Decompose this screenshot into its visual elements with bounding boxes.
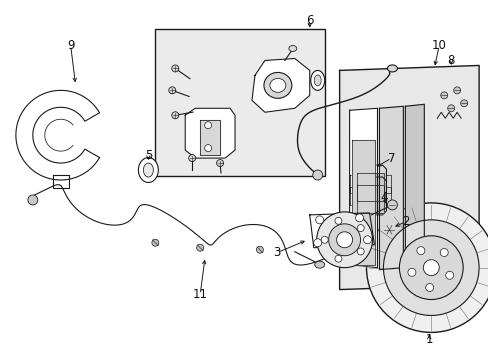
Circle shape xyxy=(204,145,211,152)
Ellipse shape xyxy=(264,72,291,98)
Polygon shape xyxy=(185,108,235,158)
Polygon shape xyxy=(379,106,403,270)
Polygon shape xyxy=(405,104,424,268)
Polygon shape xyxy=(200,120,220,155)
Circle shape xyxy=(357,248,364,255)
Circle shape xyxy=(334,217,341,224)
Circle shape xyxy=(453,87,460,94)
Ellipse shape xyxy=(143,163,153,177)
Text: 2: 2 xyxy=(401,215,408,228)
Ellipse shape xyxy=(314,261,324,268)
Circle shape xyxy=(316,212,372,268)
Text: 5: 5 xyxy=(144,149,152,162)
Circle shape xyxy=(171,112,179,119)
Circle shape xyxy=(423,260,438,276)
Circle shape xyxy=(336,232,352,248)
Circle shape xyxy=(363,236,371,244)
Polygon shape xyxy=(386,187,390,205)
Circle shape xyxy=(313,239,321,247)
Polygon shape xyxy=(339,66,478,289)
Ellipse shape xyxy=(310,71,324,90)
Text: 4: 4 xyxy=(380,192,387,204)
Circle shape xyxy=(152,239,159,246)
Text: 11: 11 xyxy=(192,288,207,301)
Circle shape xyxy=(445,271,453,279)
Circle shape xyxy=(355,214,363,222)
Circle shape xyxy=(357,225,364,231)
Polygon shape xyxy=(354,165,386,203)
Polygon shape xyxy=(251,58,309,112)
Text: 1: 1 xyxy=(425,333,432,346)
Text: 7: 7 xyxy=(387,152,394,165)
Polygon shape xyxy=(386,175,390,193)
Circle shape xyxy=(416,247,424,255)
Circle shape xyxy=(447,105,454,112)
Circle shape xyxy=(196,244,203,251)
Text: 6: 6 xyxy=(305,14,313,27)
FancyBboxPatch shape xyxy=(155,28,324,176)
Circle shape xyxy=(366,203,488,332)
Polygon shape xyxy=(351,140,375,265)
Circle shape xyxy=(386,200,397,210)
Polygon shape xyxy=(16,90,100,180)
Circle shape xyxy=(168,87,175,94)
Circle shape xyxy=(315,216,323,224)
Polygon shape xyxy=(349,187,354,205)
Circle shape xyxy=(321,236,327,243)
Polygon shape xyxy=(356,173,384,201)
Text: 3: 3 xyxy=(273,246,280,259)
Ellipse shape xyxy=(138,158,158,183)
Circle shape xyxy=(256,246,263,253)
Circle shape xyxy=(171,65,179,72)
Polygon shape xyxy=(349,175,354,193)
Circle shape xyxy=(439,248,447,256)
Circle shape xyxy=(312,170,322,180)
Circle shape xyxy=(204,122,211,129)
Circle shape xyxy=(383,220,478,315)
Circle shape xyxy=(382,223,396,237)
Polygon shape xyxy=(354,177,386,215)
Circle shape xyxy=(188,154,195,162)
Circle shape xyxy=(216,159,223,167)
Ellipse shape xyxy=(386,65,397,72)
Circle shape xyxy=(460,100,467,107)
Circle shape xyxy=(334,255,341,262)
Circle shape xyxy=(407,268,415,276)
Ellipse shape xyxy=(314,75,321,86)
Polygon shape xyxy=(53,175,68,188)
Ellipse shape xyxy=(288,45,296,51)
Text: 10: 10 xyxy=(431,39,446,52)
Text: 8: 8 xyxy=(447,54,454,67)
Polygon shape xyxy=(349,108,377,268)
Circle shape xyxy=(328,224,360,256)
Polygon shape xyxy=(309,213,374,248)
Circle shape xyxy=(425,284,433,292)
Circle shape xyxy=(28,195,38,205)
Ellipse shape xyxy=(269,78,285,92)
Circle shape xyxy=(440,92,447,99)
Text: 9: 9 xyxy=(67,39,74,52)
Circle shape xyxy=(399,236,462,300)
Polygon shape xyxy=(356,185,384,213)
